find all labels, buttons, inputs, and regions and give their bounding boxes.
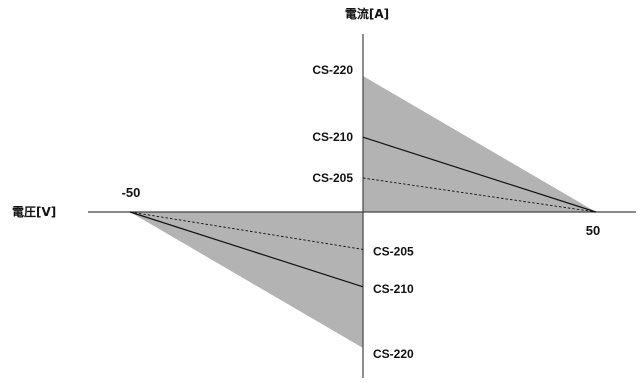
series-labels: CS-220 CS-210 CS-205 CS-205 CS-210 CS-220 — [312, 63, 414, 361]
series-cs-205-positive-line — [362, 177, 597, 213]
x-axis-title: 電圧[V] — [12, 205, 56, 219]
series-cs-210-positive-label: CS-210 — [312, 130, 353, 144]
series-cs-210-negative-label: CS-210 — [373, 282, 414, 296]
series-lines — [129, 136, 597, 288]
x-tick-max: 50 — [586, 223, 600, 238]
series-cs-205-negative-label: CS-205 — [373, 244, 414, 258]
series-cs-210-negative-line — [129, 211, 364, 288]
series-cs-220-positive-label: CS-220 — [312, 63, 353, 77]
series-cs-205-negative-line — [129, 211, 364, 250]
x-tick-min: -50 — [122, 185, 141, 200]
y-axis-title: 電流[A] — [345, 6, 389, 21]
axes — [88, 34, 636, 378]
series-cs-220-negative-area — [130, 212, 363, 348]
series-cs-205-positive-label: CS-205 — [312, 171, 353, 185]
series-cs-220-positive-area — [363, 76, 596, 212]
series-cs-220-negative-label: CS-220 — [373, 347, 414, 361]
series-cs-210-positive-line — [362, 136, 597, 213]
filled-areas — [130, 76, 596, 348]
